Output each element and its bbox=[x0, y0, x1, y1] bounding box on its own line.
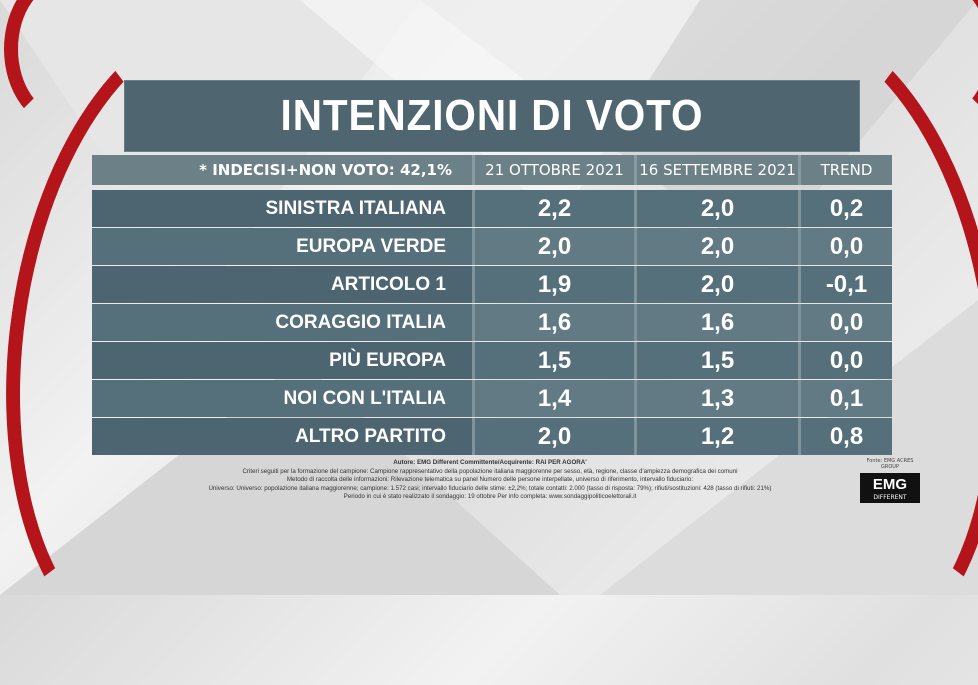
table-row: ALTRO PARTITO 2,0 1,2 0,8 bbox=[92, 418, 892, 455]
table-row: EUROPA VERDE 2,0 2,0 0,0 bbox=[92, 228, 892, 265]
value-current: 2,0 bbox=[472, 418, 634, 455]
table-row: CORAGGIO ITALIA 1,6 1,6 0,0 bbox=[92, 304, 892, 341]
methodology-note: Autore: EMG Different Committente/Acquir… bbox=[150, 459, 830, 502]
value-previous: 2,0 bbox=[634, 228, 798, 265]
page-title: INTENZIONI DI VOTO bbox=[124, 80, 860, 152]
value-previous: 1,6 bbox=[634, 304, 798, 341]
table-row: ARTICOLO 1 1,9 2,0 -0,1 bbox=[92, 266, 892, 303]
logo-source: Fonte: EMG ACRES GROUP bbox=[866, 458, 914, 470]
note-author: Autore: EMG Different Committente/Acquir… bbox=[393, 459, 587, 466]
column-header-previous: 16 SETTEMBRE 2021 bbox=[634, 155, 798, 185]
value-previous: 1,5 bbox=[634, 342, 798, 379]
value-current: 1,6 bbox=[472, 304, 634, 341]
party-name: PIÙ EUROPA bbox=[92, 342, 472, 379]
logo-sub: DIFFERENT bbox=[860, 494, 920, 503]
value-previous: 1,3 bbox=[634, 380, 798, 417]
column-header-current: 21 OTTOBRE 2021 bbox=[472, 155, 634, 185]
poll-board: INTENZIONI DI VOTO * INDECISI+NON VOTO: … bbox=[92, 80, 892, 456]
value-trend: 0,0 bbox=[798, 304, 892, 341]
party-name: ARTICOLO 1 bbox=[92, 266, 472, 303]
table-row: SINISTRA ITALIANA 2,2 2,0 0,2 bbox=[92, 190, 892, 227]
note-universe: Universo: Universo: popolazione italiana… bbox=[208, 484, 772, 492]
value-current: 1,4 bbox=[472, 380, 634, 417]
undecided-note: * INDECISI+NON VOTO: 42,1% bbox=[199, 161, 452, 179]
note-sample: Criteri seguiti per la formazione del ca… bbox=[242, 467, 738, 475]
table-header: * INDECISI+NON VOTO: 42,1% 21 OTTOBRE 20… bbox=[92, 155, 892, 185]
value-trend: 0,8 bbox=[798, 418, 892, 455]
value-current: 1,5 bbox=[472, 342, 634, 379]
table-body: SINISTRA ITALIANA 2,2 2,0 0,2 EUROPA VER… bbox=[92, 190, 892, 455]
value-trend: 0,2 bbox=[798, 190, 892, 227]
party-name: NOI CON L'ITALIA bbox=[92, 380, 472, 417]
value-trend: 0,0 bbox=[798, 342, 892, 379]
value-current: 2,2 bbox=[472, 190, 634, 227]
column-header-trend: TREND bbox=[798, 155, 892, 185]
value-previous: 2,0 bbox=[634, 190, 798, 227]
value-current: 2,0 bbox=[472, 228, 634, 265]
value-trend: -0,1 bbox=[798, 266, 892, 303]
value-previous: 2,0 bbox=[634, 266, 798, 303]
note-method: Metodo di raccolta delle informazioni: R… bbox=[286, 476, 694, 484]
table-row: NOI CON L'ITALIA 1,4 1,3 0,1 bbox=[92, 380, 892, 417]
emg-logo: Fonte: EMG ACRES GROUP EMG DIFFERENT bbox=[860, 458, 920, 503]
party-name: ALTRO PARTITO bbox=[92, 418, 472, 455]
party-name: SINISTRA ITALIANA bbox=[92, 190, 472, 227]
value-current: 1,9 bbox=[472, 266, 634, 303]
value-previous: 1,2 bbox=[634, 418, 798, 455]
logo-name: EMG bbox=[860, 473, 920, 494]
party-name: EUROPA VERDE bbox=[92, 228, 472, 265]
note-period: Periodo in cui è stato realizzato il son… bbox=[343, 493, 637, 501]
value-trend: 0,1 bbox=[798, 380, 892, 417]
party-name: CORAGGIO ITALIA bbox=[92, 304, 472, 341]
value-trend: 0,0 bbox=[798, 228, 892, 265]
table-row: PIÙ EUROPA 1,5 1,5 0,0 bbox=[92, 342, 892, 379]
